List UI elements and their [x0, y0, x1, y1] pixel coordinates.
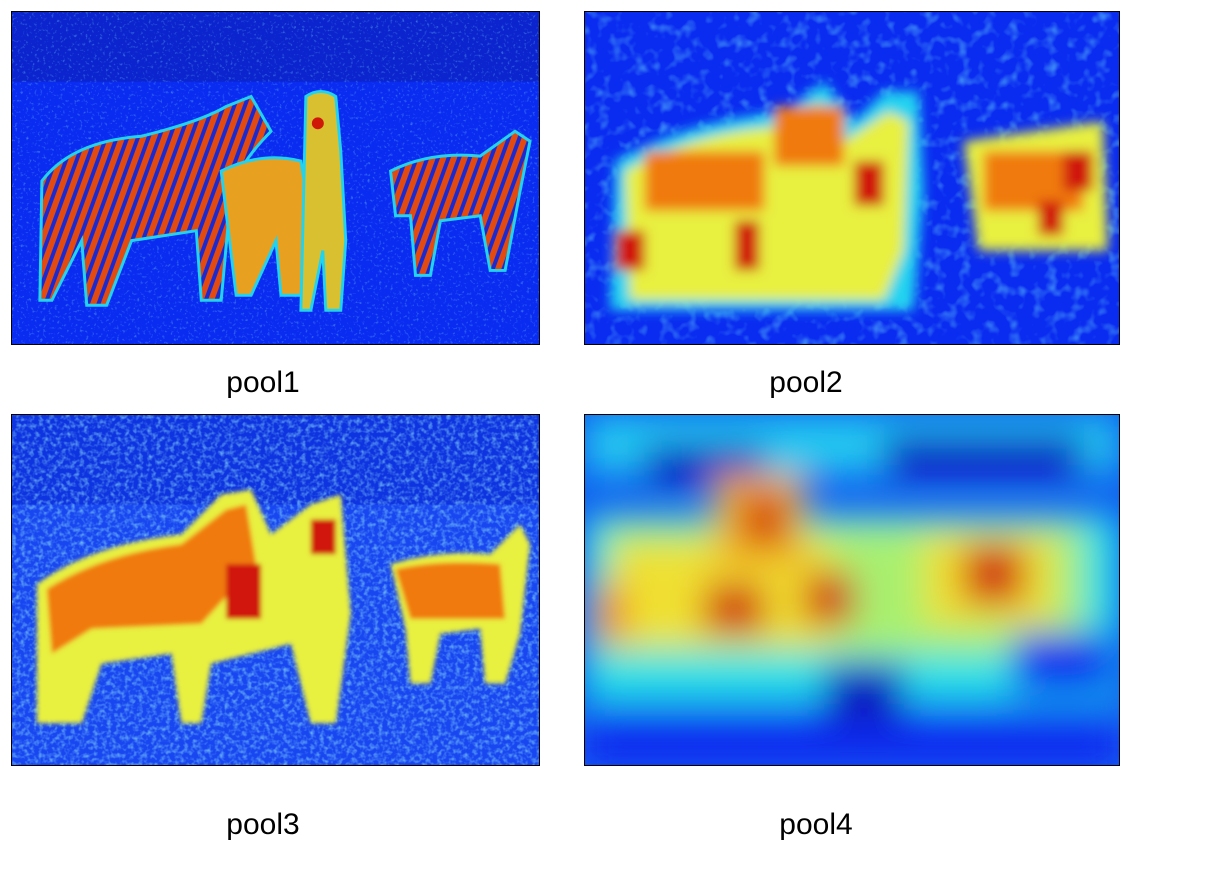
caption-pool3: pool3 — [226, 808, 300, 841]
feature-map-pool3 — [11, 414, 540, 766]
feature-map-pool4 — [584, 414, 1120, 766]
caption-pool2: pool2 — [769, 366, 843, 399]
caption-pool1: pool1 — [226, 366, 300, 399]
feature-map-pool2 — [584, 11, 1120, 345]
caption-pool4: pool4 — [779, 808, 853, 841]
feature-map-pool1 — [11, 11, 540, 345]
